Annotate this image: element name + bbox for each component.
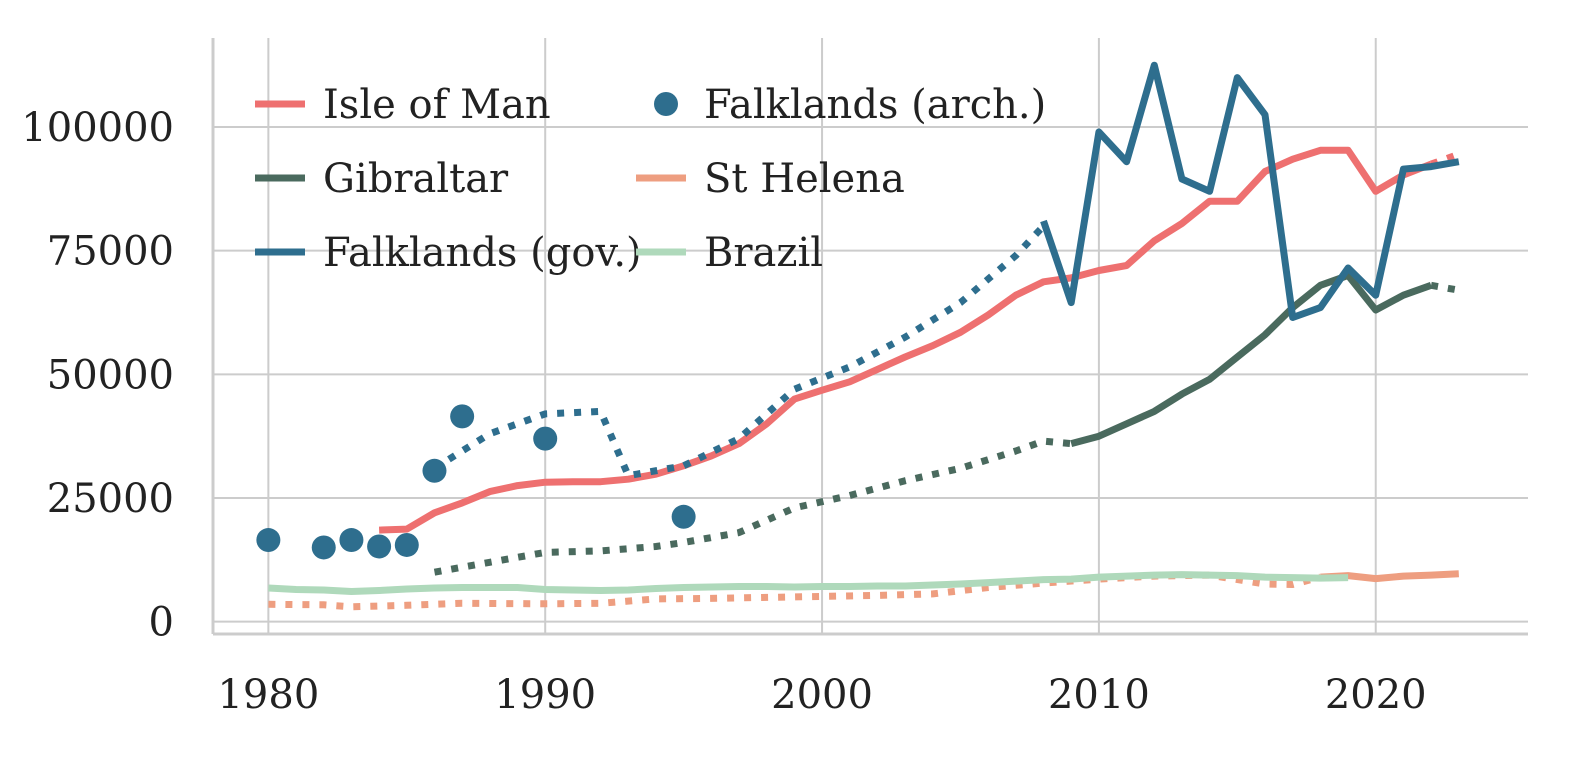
x-tick-label-4: 2020 <box>1325 672 1427 718</box>
y-tick-label-1: 25000 <box>47 476 174 522</box>
x-tick-label-3: 2010 <box>1048 672 1150 718</box>
legend-label-isle-of-man: Isle of Man <box>323 82 551 128</box>
legend: Isle of Man Gibraltar Falklands (gov.) Falk… <box>255 82 1046 276</box>
series-10-point-1 <box>311 535 336 560</box>
series-10-point-8 <box>671 504 696 529</box>
legend-label-gibraltar: Gibraltar <box>323 156 509 202</box>
y-tick-label-3: 75000 <box>47 229 174 275</box>
tick-labels: 1980 1990 2000 2010 2020 0 25000 50000 75000 1000… <box>21 105 1426 718</box>
series-10-point-4 <box>394 532 419 557</box>
y-tick-label-0: 0 <box>149 600 174 646</box>
series-0-line <box>378 146 1433 534</box>
x-tick-label-1: 1990 <box>494 672 596 718</box>
series-10-point-0 <box>256 528 281 553</box>
x-tick-label-0: 1980 <box>217 672 319 718</box>
y-tick-label-2: 50000 <box>47 352 174 398</box>
series-5-line <box>1040 61 1460 321</box>
series-9-line <box>268 571 1349 595</box>
series-4-line <box>1430 281 1460 294</box>
series-layer <box>256 61 1460 611</box>
y-tick-label-4: 100000 <box>21 105 174 151</box>
legend-label-st-helena: St Helena <box>704 156 905 202</box>
legend-marker-falklands-arch <box>654 92 678 116</box>
series-10-point-7 <box>533 426 558 451</box>
series-10-point-2 <box>339 528 364 553</box>
x-tick-label-2: 2000 <box>771 672 873 718</box>
series-10-point-5 <box>422 458 447 483</box>
series-2-line <box>1070 271 1433 447</box>
legend-label-falklands-arch: Falklands (arch.) <box>704 82 1046 128</box>
series-10-point-6 <box>450 404 475 429</box>
series-3-line <box>433 437 1072 576</box>
legend-label-falklands-gov: Falklands (gov.) <box>323 230 642 276</box>
series-6-line <box>432 223 1047 480</box>
grid-lines <box>213 38 1528 634</box>
legend-label-brazil: Brazil <box>704 230 823 276</box>
series-10-point-3 <box>367 534 392 559</box>
axes <box>211 38 1528 636</box>
